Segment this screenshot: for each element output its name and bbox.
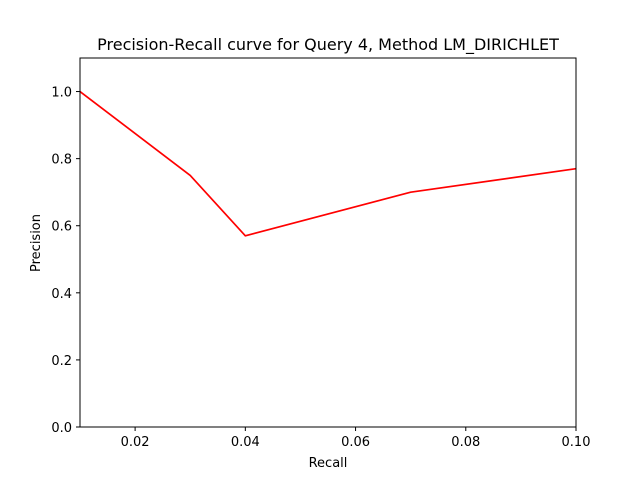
y-tick-label: 1.0	[51, 86, 72, 101]
x-tick-label: 0.02	[121, 435, 150, 450]
precision-recall-line	[79, 90, 577, 237]
chart-title: Precision-Recall curve for Query 4, Meth…	[97, 35, 559, 55]
x-tick-label: 0.10	[562, 435, 591, 450]
y-tick-label: 0.4	[51, 287, 72, 302]
x-tick-label: 0.04	[231, 435, 260, 450]
y-axis-ticks: 0.0 0.2 0.4 0.6 0.8 1.0	[51, 86, 80, 436]
x-axis-ticks: 0.02 0.04 0.06 0.08 0.10	[121, 427, 591, 450]
x-axis-label: Recall	[309, 456, 348, 471]
x-tick-label: 0.06	[341, 435, 370, 450]
y-tick-label: 0.0	[51, 421, 72, 436]
y-tick-label: 0.2	[51, 354, 72, 369]
y-tick-label: 0.8	[51, 153, 72, 168]
x-tick-label: 0.08	[451, 435, 480, 450]
y-tick-label: 0.6	[51, 220, 72, 235]
y-axis-label: Precision	[29, 214, 44, 272]
axes-frame	[79, 57, 577, 428]
plot-area	[79, 90, 577, 237]
